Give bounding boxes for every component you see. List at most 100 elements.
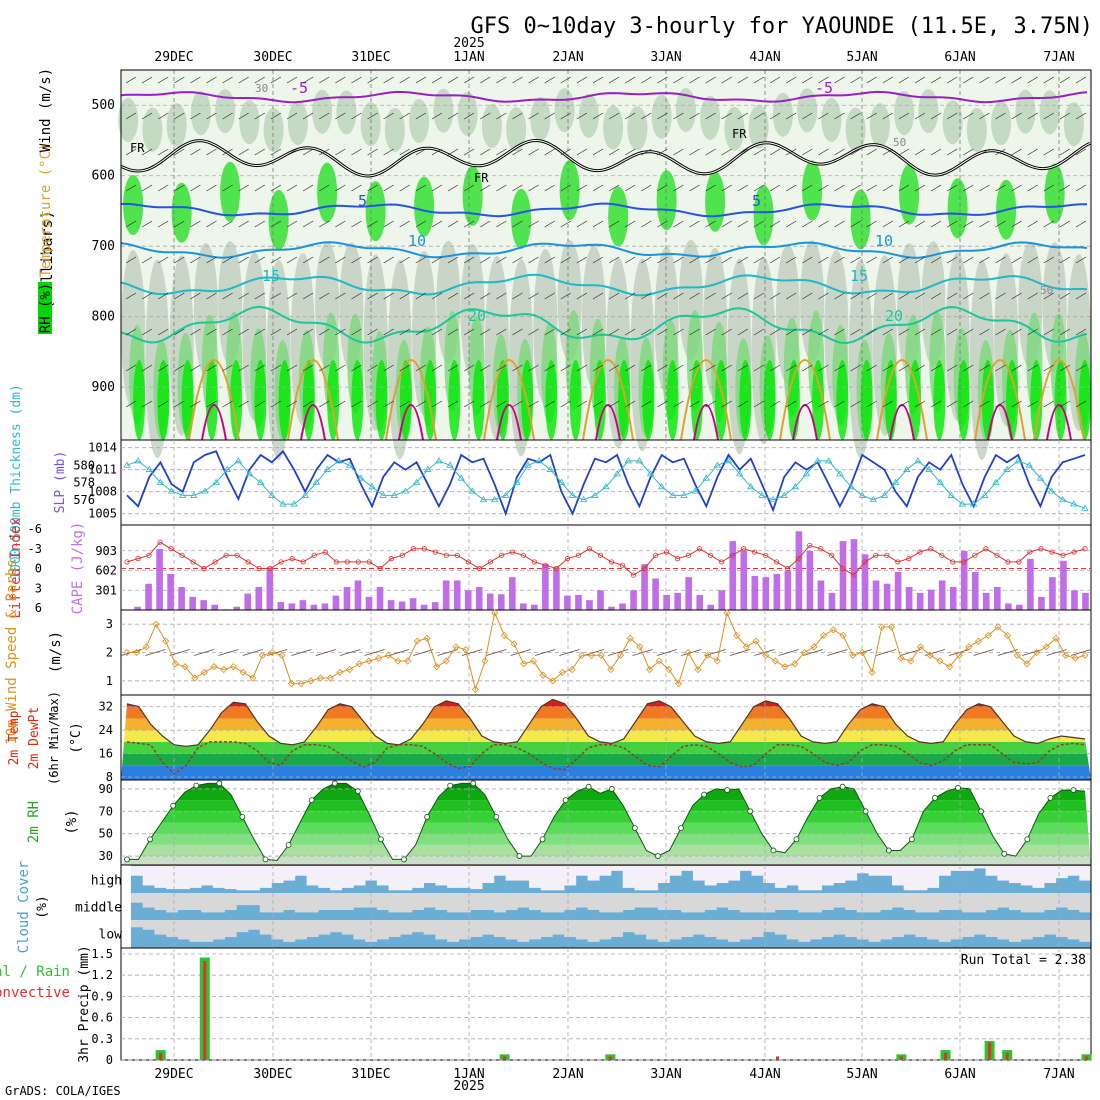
cape-tick-label: 903 xyxy=(95,544,117,558)
cloud-cell xyxy=(868,920,881,942)
cloud-cell xyxy=(1032,920,1045,938)
wind-barb xyxy=(158,112,169,120)
cape-axis-label: CAPE (J/kg) xyxy=(70,522,86,615)
wind-barb xyxy=(624,112,636,120)
wind-barb xyxy=(496,148,507,156)
temperature-contour xyxy=(120,202,1087,218)
wind-barb xyxy=(383,364,394,372)
wind-barb xyxy=(270,184,282,192)
wind-barb xyxy=(866,76,877,84)
cape-bar xyxy=(1082,592,1089,610)
lifted-index-point xyxy=(289,556,295,562)
wind-barb xyxy=(286,400,298,408)
wind-barb xyxy=(1027,112,1038,120)
cloud-cell xyxy=(458,893,471,913)
wind-barb xyxy=(624,256,636,264)
wind-barb xyxy=(367,364,378,372)
cloud-cell xyxy=(131,893,144,903)
wind-barb xyxy=(463,400,475,408)
wind-barb xyxy=(624,400,636,408)
rh-point xyxy=(354,788,361,795)
wind-barb xyxy=(624,220,636,228)
wind-barb xyxy=(947,76,958,84)
wind-barb xyxy=(608,148,620,156)
lifted-index-point xyxy=(917,549,923,555)
precip-convective-bar xyxy=(944,1052,947,1060)
wind-barb xyxy=(1059,112,1071,120)
thickness-point xyxy=(279,500,287,507)
wind-barb xyxy=(1059,184,1071,192)
warm-temperature-contour xyxy=(876,359,928,441)
cape-bar xyxy=(652,578,659,610)
wind-speed-point xyxy=(394,657,402,665)
wind-barb xyxy=(559,649,580,656)
wind-barb xyxy=(947,184,958,192)
cloud-cell xyxy=(493,920,506,938)
wind-barb xyxy=(898,256,910,264)
wind-barb xyxy=(560,328,571,336)
wind-speed-point xyxy=(1033,648,1041,657)
lifted-index-point xyxy=(708,552,714,558)
wind-barb xyxy=(818,364,829,372)
wind-barb xyxy=(415,220,426,228)
wind-barb xyxy=(222,364,233,372)
lifted-index-point xyxy=(994,552,1000,558)
wind-barb xyxy=(866,148,877,156)
wind-barb xyxy=(979,400,990,408)
thickness-point xyxy=(546,465,555,472)
cloud-cell xyxy=(880,893,893,911)
wind-barb xyxy=(1059,328,1071,336)
rh-shading xyxy=(593,360,606,440)
wind-barb xyxy=(963,400,974,408)
wind-barb xyxy=(592,220,604,228)
rh-line xyxy=(127,782,1086,862)
thickness-point xyxy=(813,457,822,464)
wind-barb xyxy=(463,184,475,192)
rh-shading xyxy=(1039,90,1060,135)
thickness-point xyxy=(513,478,521,485)
rh-shading xyxy=(278,360,291,440)
wind-barb xyxy=(786,112,797,120)
wind-speed-point xyxy=(752,637,760,645)
lifted-index-point xyxy=(674,556,681,562)
wind-barb xyxy=(592,292,604,300)
wind-barb xyxy=(898,184,910,192)
wind-barb xyxy=(1059,256,1071,264)
cloud-cell xyxy=(716,866,729,884)
cape-bar xyxy=(927,589,935,610)
thickness-point xyxy=(624,457,632,464)
precip-convective-bar xyxy=(1005,1052,1009,1060)
rh-shading xyxy=(118,98,139,142)
rh-point xyxy=(1047,794,1054,801)
wind-barb xyxy=(480,148,491,156)
wind-barb xyxy=(657,256,668,264)
wind-barb xyxy=(1027,292,1038,300)
wind-barb xyxy=(512,328,523,336)
cloud-cell xyxy=(447,866,460,888)
wind-speed-point xyxy=(694,665,702,674)
cape-bar xyxy=(795,531,803,610)
wind-barb xyxy=(383,292,394,300)
cloud-cell xyxy=(529,893,542,911)
rh-shading xyxy=(918,89,939,134)
wind-barb xyxy=(480,256,491,264)
wind-barb xyxy=(125,328,137,336)
lifted-index-point xyxy=(355,559,361,565)
wind-barb xyxy=(286,112,298,120)
wind-barb xyxy=(1027,76,1038,84)
cloud-cell xyxy=(259,866,272,888)
wind-barb xyxy=(705,649,726,656)
rh-shading xyxy=(268,189,289,250)
wind-speed-point xyxy=(945,663,954,671)
rh-shading xyxy=(302,360,315,440)
warm-temperature-contour xyxy=(483,359,535,441)
cloud-cell xyxy=(318,920,331,935)
cloud-cell xyxy=(938,893,951,911)
cloud-cell xyxy=(798,893,811,913)
lifted-index-point xyxy=(234,552,240,558)
cape-bar xyxy=(938,580,946,610)
cloud-cell xyxy=(189,866,202,888)
wind-unit-label: (m/s) xyxy=(48,631,64,673)
wind-barb xyxy=(238,400,249,408)
cloud-cell xyxy=(400,893,413,913)
